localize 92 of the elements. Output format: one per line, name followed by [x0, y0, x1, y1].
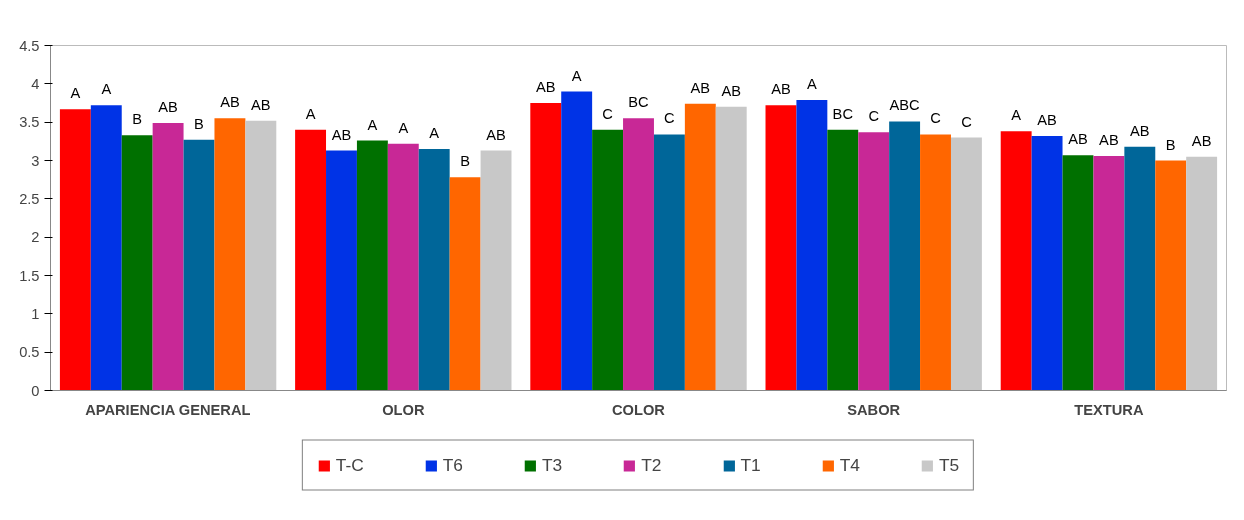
bar: [480, 150, 512, 391]
data-label: A: [398, 119, 409, 136]
data-label: B: [132, 111, 143, 128]
data-label: A: [571, 67, 582, 84]
data-label: AB: [535, 79, 556, 95]
x-tick-label: TEXTURA: [1074, 401, 1144, 418]
data-label: AB: [1099, 131, 1119, 148]
bar: [858, 132, 890, 391]
data-label: B: [460, 153, 471, 170]
legend-label: T3: [541, 454, 563, 476]
y-tick-label: 4: [31, 75, 40, 92]
x-tick-label: COLOR: [612, 401, 666, 418]
data-label: A: [429, 125, 440, 141]
bar: [326, 150, 357, 391]
bar: [214, 118, 246, 391]
bar: [418, 149, 450, 391]
y-tick-label: 3.5: [19, 114, 40, 131]
data-label: C: [868, 108, 880, 125]
bar: [1155, 160, 1187, 391]
bar: [827, 129, 859, 391]
bar: [623, 118, 654, 391]
bar: [245, 120, 277, 391]
y-tick-label: 4.5: [19, 37, 40, 54]
x-tick-label: APARIENCIA GENERAL: [85, 401, 251, 418]
y-tick-label: 2.5: [19, 190, 40, 207]
y-tick-label: 0: [31, 382, 40, 399]
bar: [1186, 156, 1218, 391]
bar: [1062, 155, 1094, 391]
bar: [90, 105, 122, 391]
data-label: AB: [1191, 132, 1212, 149]
x-tick-label: SABOR: [847, 401, 901, 418]
bar: [121, 135, 153, 391]
data-label: A: [806, 75, 817, 92]
data-label: AB: [721, 82, 742, 99]
data-label: AB: [486, 126, 506, 143]
legend-label: T2: [641, 454, 662, 476]
bar: [715, 106, 747, 391]
data-label: BC: [832, 105, 854, 122]
data-label: AB: [251, 96, 271, 113]
bar: [295, 129, 327, 391]
bar: [183, 139, 215, 391]
data-label: C: [930, 110, 942, 127]
y-tick-label: 1.5: [19, 267, 40, 284]
data-label: C: [602, 105, 614, 122]
data-label: A: [70, 85, 81, 102]
bar: [152, 122, 184, 391]
bar: [1031, 135, 1063, 391]
y-tick-label: 2: [31, 229, 40, 246]
bar: [1093, 155, 1125, 391]
data-label: A: [1011, 107, 1022, 124]
data-label: AB: [158, 98, 178, 115]
bar: [920, 134, 951, 391]
x-tick-label: OLOR: [382, 401, 425, 418]
data-label: AB: [331, 126, 352, 143]
bar: [561, 91, 593, 391]
bar: [684, 103, 716, 391]
bar: [1124, 146, 1156, 391]
bar: [653, 134, 685, 391]
data-label: A: [101, 81, 112, 98]
data-label: AB: [1130, 122, 1150, 139]
bar: [950, 137, 982, 391]
bar: [356, 140, 388, 391]
data-label: C: [961, 113, 973, 130]
data-label: A: [367, 116, 378, 133]
bar: [59, 109, 91, 391]
y-tick-label: 1: [31, 305, 40, 322]
data-label: BC: [628, 94, 650, 111]
data-label: AB: [771, 81, 791, 98]
legend-label: T5: [938, 454, 960, 476]
bar: [530, 103, 562, 391]
bar: [1000, 131, 1032, 391]
data-label: C: [664, 110, 676, 127]
data-label: AB: [1037, 111, 1057, 128]
bar: [765, 105, 797, 391]
data-label: ABC: [889, 97, 921, 114]
data-label: AB: [220, 94, 240, 111]
legend-label: T4: [839, 454, 860, 476]
bar: [889, 121, 921, 391]
data-label: B: [194, 115, 204, 132]
y-tick-label: 0.5: [19, 344, 40, 361]
legend-label: T1: [740, 454, 761, 476]
data-label: A: [305, 105, 316, 122]
legend-label: T6: [442, 454, 463, 476]
y-tick-label: 3: [31, 152, 40, 169]
data-label: B: [1165, 136, 1176, 153]
bar: [449, 177, 481, 391]
bar: [387, 143, 419, 391]
bar: [796, 99, 828, 391]
data-label: AB: [690, 79, 711, 96]
legend-label: T-C: [335, 454, 364, 476]
bar: [592, 129, 624, 391]
data-label: AB: [1068, 131, 1088, 148]
